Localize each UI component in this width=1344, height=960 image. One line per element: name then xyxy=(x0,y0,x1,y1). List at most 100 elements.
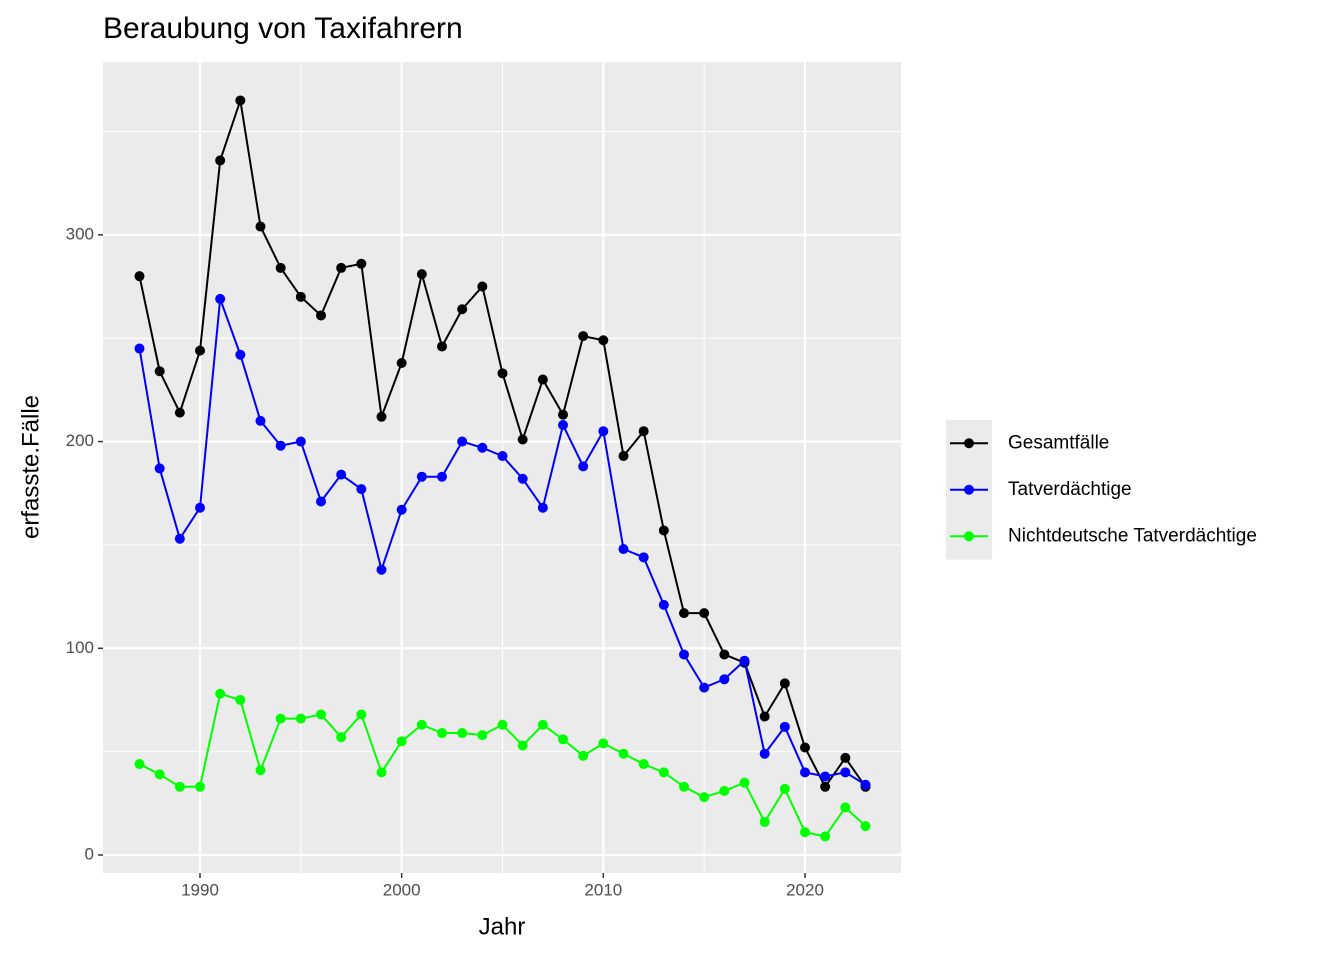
data-point xyxy=(295,291,306,302)
x-tick-label: 1990 xyxy=(181,880,219,899)
data-point xyxy=(376,767,387,778)
data-point xyxy=(699,682,710,693)
data-point xyxy=(840,802,851,813)
legend-key-point xyxy=(964,531,974,542)
legend-label: Tatverdächtige xyxy=(1008,479,1132,500)
data-point xyxy=(679,649,690,660)
data-point xyxy=(275,713,286,724)
data-point xyxy=(719,649,730,660)
plot-panel xyxy=(103,62,901,873)
data-point xyxy=(699,792,710,803)
data-point xyxy=(316,709,327,720)
data-point xyxy=(174,407,185,418)
legend-label: Nichtdeutsche Tatverdächtige xyxy=(1008,525,1257,546)
data-point xyxy=(578,461,589,472)
data-point xyxy=(800,767,811,778)
data-point xyxy=(679,608,690,619)
data-point xyxy=(457,728,468,739)
data-point xyxy=(477,281,488,292)
y-tick-label: 200 xyxy=(66,431,94,450)
data-point xyxy=(537,374,548,385)
data-point xyxy=(800,827,811,838)
data-point xyxy=(295,713,306,724)
data-point xyxy=(457,304,468,315)
data-point xyxy=(779,783,790,794)
data-point xyxy=(275,440,286,451)
data-point xyxy=(860,779,871,790)
x-tick-label: 2000 xyxy=(383,880,421,899)
data-point xyxy=(578,750,589,761)
data-point xyxy=(558,734,569,745)
data-point xyxy=(174,781,185,792)
data-point xyxy=(416,719,427,730)
data-point xyxy=(598,335,609,346)
data-point xyxy=(215,688,226,699)
data-point xyxy=(336,732,347,743)
data-point xyxy=(517,434,528,445)
data-point xyxy=(174,533,185,544)
data-point xyxy=(658,599,669,610)
data-point xyxy=(275,262,286,273)
data-point xyxy=(739,777,750,788)
data-point xyxy=(235,349,246,360)
data-point xyxy=(658,767,669,778)
data-point xyxy=(497,368,508,379)
data-point xyxy=(396,357,407,368)
legend-key-point xyxy=(964,438,974,449)
y-tick-label: 100 xyxy=(66,638,94,657)
data-point xyxy=(396,504,407,515)
data-point xyxy=(618,748,629,759)
data-point xyxy=(255,415,266,426)
data-point xyxy=(840,752,851,763)
data-point xyxy=(457,436,468,447)
data-point xyxy=(336,469,347,480)
data-point xyxy=(578,331,589,342)
data-point xyxy=(376,564,387,575)
data-point xyxy=(820,781,831,792)
y-axis-title: erfasste.Fälle xyxy=(17,395,44,539)
data-point xyxy=(437,728,448,739)
x-tick-label: 2020 xyxy=(786,880,824,899)
data-point xyxy=(154,769,165,780)
x-axis-title: Jahr xyxy=(479,913,526,940)
data-point xyxy=(295,436,306,447)
data-point xyxy=(598,738,609,749)
data-point xyxy=(195,345,206,356)
data-point xyxy=(638,759,649,770)
data-point xyxy=(215,293,226,304)
data-point xyxy=(779,721,790,732)
data-point xyxy=(356,484,367,495)
data-point xyxy=(759,816,770,827)
data-point xyxy=(558,409,569,420)
legend-key-point xyxy=(964,484,974,495)
data-point xyxy=(336,262,347,273)
data-point xyxy=(618,451,629,462)
data-point xyxy=(759,748,770,759)
data-point xyxy=(638,552,649,563)
data-point xyxy=(840,767,851,778)
data-point xyxy=(779,678,790,689)
y-tick-label: 300 xyxy=(66,224,94,243)
data-point xyxy=(638,426,649,437)
data-point xyxy=(558,420,569,431)
data-point xyxy=(517,473,528,484)
data-point xyxy=(195,502,206,513)
data-point xyxy=(759,711,770,722)
data-point xyxy=(739,655,750,666)
data-point xyxy=(719,785,730,796)
data-point xyxy=(396,736,407,747)
chart-title: Beraubung von Taxifahrern xyxy=(103,12,463,45)
x-tick-label: 2010 xyxy=(584,880,622,899)
data-point xyxy=(134,759,145,770)
data-point xyxy=(134,271,145,282)
y-tick-label: 0 xyxy=(85,844,94,863)
data-point xyxy=(658,525,669,536)
data-point xyxy=(356,709,367,720)
data-point xyxy=(537,502,548,513)
data-point xyxy=(255,765,266,776)
data-point xyxy=(699,608,710,619)
data-point xyxy=(316,496,327,507)
data-point xyxy=(679,781,690,792)
data-point xyxy=(416,471,427,482)
